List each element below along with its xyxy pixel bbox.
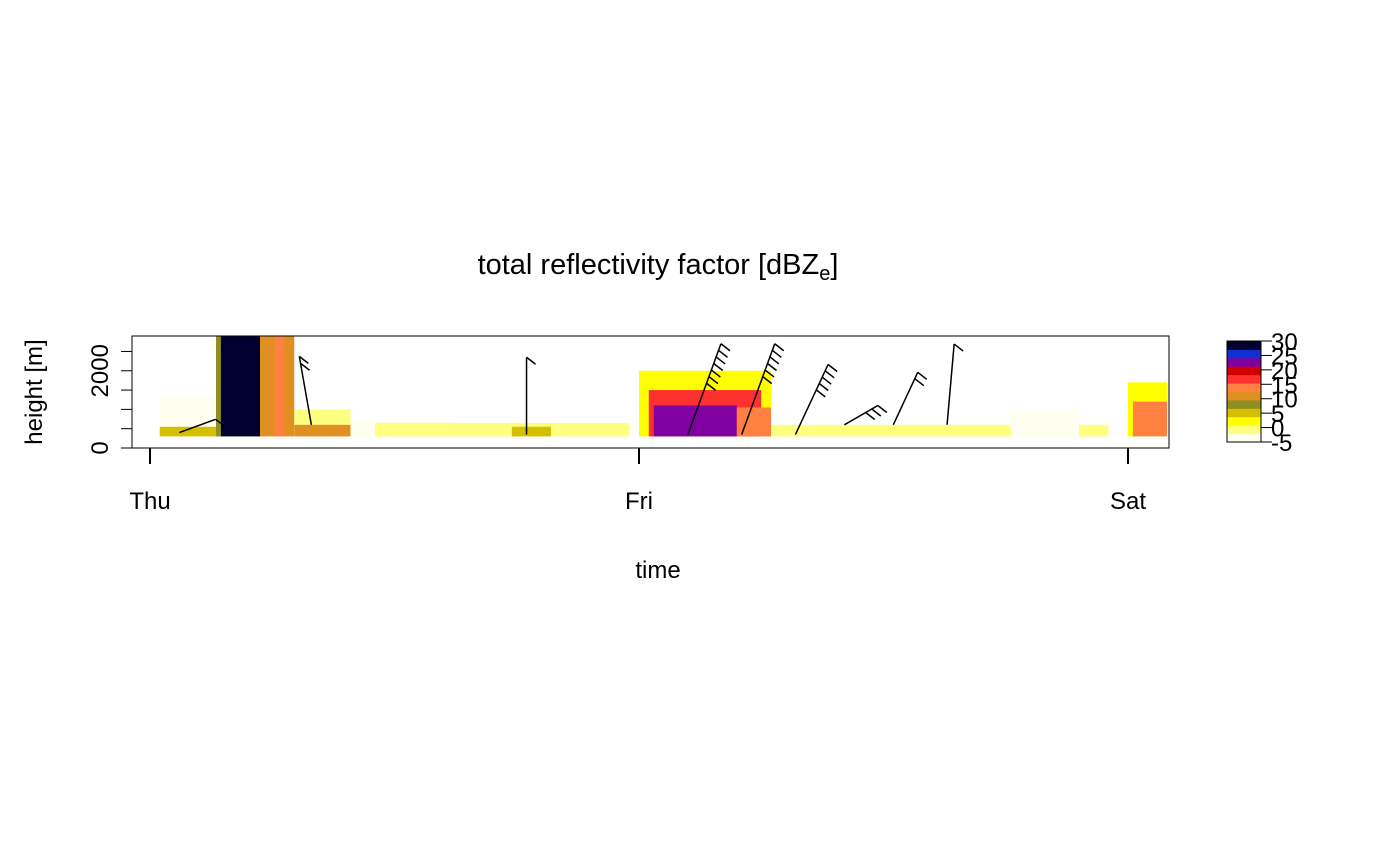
colorbar-segment (1227, 408, 1261, 418)
wind-barb-flag (865, 411, 876, 421)
wind-barb-flag (715, 356, 726, 365)
wind-barb-flag (706, 382, 717, 391)
colorbar-tick-label: 10 (1271, 387, 1298, 414)
x-axis: Thu Fri Sat (129, 448, 1146, 515)
colorbar-tick-label: 20 (1271, 358, 1298, 385)
wind-barb-flag (953, 343, 964, 352)
wind-barb (298, 355, 313, 425)
x-tick-label: Sat (1110, 488, 1146, 515)
colorbar-tick-label: 25 (1271, 343, 1298, 370)
wind-barb-flag (774, 343, 785, 352)
wind-barb-flag (917, 371, 928, 380)
wind-barb-flag (764, 369, 775, 378)
heatmap-cell (1132, 401, 1168, 437)
colorbar-segment (1227, 357, 1261, 367)
x-tick-label: Fri (625, 488, 653, 515)
y-tick-label: 0 (87, 441, 114, 454)
heatmap-cell (216, 336, 224, 437)
wind-barb-flag (720, 343, 731, 352)
wind-barb-flag (877, 404, 888, 414)
colorbar-frame (1226, 340, 1262, 443)
chart-title-subscript: e (819, 263, 830, 285)
colorbar-tick-label: -5 (1271, 430, 1292, 457)
heatmap-cell (159, 426, 219, 437)
colorbar-segment (1227, 349, 1261, 359)
wind-barb-flag (718, 349, 728, 358)
wind-barb-staff (794, 364, 829, 435)
colorbar-segment (1227, 425, 1261, 435)
wind-barb-flag (713, 362, 724, 372)
wind-barb-flag (710, 369, 721, 378)
wind-barb-flag (815, 389, 826, 398)
chart-title: total reflectivity factor [dBZe] (478, 249, 839, 285)
wind-barb-flag (767, 362, 777, 372)
wind-barb-flag (771, 349, 782, 358)
colorbar-segment (1227, 399, 1261, 409)
colorbar-segment (1227, 383, 1261, 392)
wind-barb-flag (871, 408, 882, 417)
colorbar-tick-label: 15 (1271, 372, 1298, 399)
colorbar-tick-label: 5 (1271, 401, 1284, 428)
y-axis: 0 2000 (87, 344, 133, 455)
heatmap-cell (274, 336, 285, 437)
wind-barb-flag (818, 382, 829, 392)
heatmap-cell (1010, 409, 1080, 437)
wind-barb-staff (298, 356, 313, 425)
colorbar-segment (1227, 366, 1261, 376)
colorbar-tick-label: 30 (1271, 329, 1298, 356)
colorbar-segment (1227, 391, 1261, 401)
wind-barb (946, 343, 964, 425)
wind-barb-staff (946, 343, 955, 425)
colorbar-segment (1227, 341, 1261, 350)
wind-barb (892, 371, 928, 426)
wind-barbs (179, 343, 964, 435)
colorbar-segment (1227, 374, 1261, 384)
y-axis-label: height [m] (21, 339, 48, 444)
wind-barb-flag (914, 378, 925, 387)
wind-barb-flag (762, 376, 773, 385)
heatmap-cell (511, 426, 551, 437)
heatmap-cell (220, 336, 261, 437)
wind-barb (179, 418, 226, 434)
colorbar-segment (1227, 433, 1261, 443)
heatmap-cell (771, 424, 1109, 437)
wind-barb (740, 343, 785, 435)
x-tick-label: Thu (129, 488, 170, 515)
wind-barb-flag (298, 355, 309, 364)
chart-title-suffix: ] (830, 249, 838, 281)
y-tick-label: 2000 (87, 344, 114, 397)
wind-barb-flag (300, 362, 310, 371)
heatmap-cell (294, 424, 351, 437)
wind-barb-flag (821, 376, 832, 385)
heatmap-cell (653, 405, 737, 437)
wind-barb-flag (824, 370, 835, 379)
wind-barb-flag (769, 356, 780, 365)
wind-barb-staff (844, 404, 879, 426)
wind-barb-staff (740, 343, 776, 435)
wind-barb-flag (215, 418, 226, 427)
wind-barb (687, 343, 731, 435)
wind-barb-staff (687, 343, 722, 435)
colorbar-tick-label: 0 (1271, 416, 1284, 443)
wind-barb-flag (827, 363, 838, 373)
chart-title-text: total reflectivity factor [dBZ (478, 249, 820, 281)
heatmap-cells (159, 336, 1168, 437)
wind-barb-flag (708, 376, 719, 385)
colorbar-segment (1227, 416, 1261, 426)
wind-barb-flag (526, 356, 536, 365)
wind-barb (525, 356, 536, 435)
wind-barb-staff (892, 372, 919, 426)
x-axis-label: time (635, 557, 680, 584)
wind-barb (844, 404, 888, 426)
wind-barb-staff (179, 418, 216, 434)
wind-barb (794, 363, 838, 435)
heatmap-cell (374, 422, 630, 437)
